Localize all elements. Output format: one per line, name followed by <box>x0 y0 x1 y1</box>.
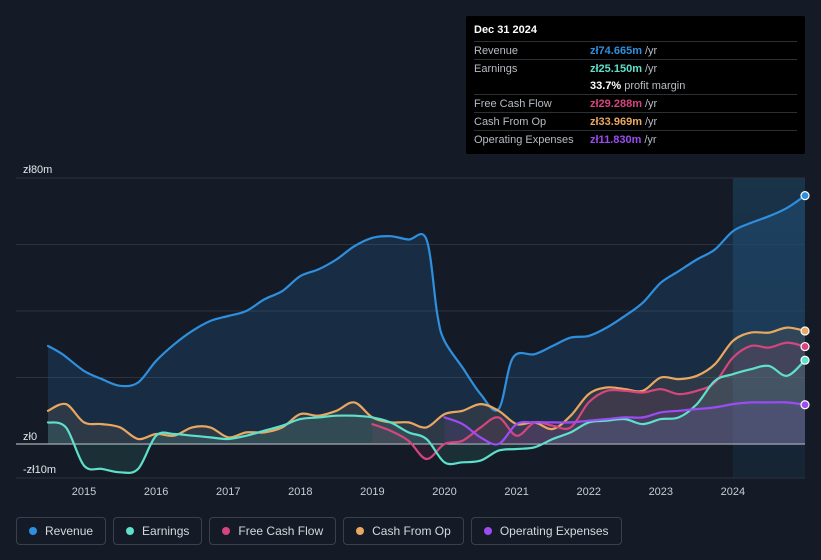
x-tick-label: 2018 <box>288 486 312 498</box>
operating-expenses-line <box>443 401 807 446</box>
tooltip-value: zł29.288m <box>590 97 642 110</box>
tooltip-date: Dec 31 2024 <box>474 24 537 36</box>
tooltip-row-operating-expenses: Operating Expenses zł11.830m /yr <box>474 130 797 148</box>
legend-dot-icon <box>483 527 492 535</box>
x-axis-labels: 2015 2016 2017 2018 2019 2020 2021 2022 2023 2024 <box>72 486 745 498</box>
tooltip-panel: Dec 31 2024 Revenue zł74.665m /yr Earnin… <box>466 16 805 154</box>
tooltip-unit: /yr <box>644 62 658 75</box>
tooltip-value: 33.7% <box>590 79 622 92</box>
x-tick-label: 2022 <box>576 486 600 498</box>
legend-dot-icon <box>126 527 135 535</box>
cash-from-op-line <box>46 326 807 441</box>
tooltip-row-free-cash-flow: Free Cash Flow zł29.288m /yr <box>474 94 797 112</box>
revenue-end-dot <box>800 191 810 201</box>
cash-from-op-area <box>48 327 805 444</box>
tooltip-label: Operating Expenses <box>474 133 574 146</box>
legend-dot-icon <box>222 527 231 535</box>
free-cash-flow-line <box>371 341 807 461</box>
tooltip-label: Free Cash Flow <box>474 97 552 110</box>
x-tick-label: 2020 <box>432 486 456 498</box>
grid-lines <box>16 177 805 479</box>
x-tick-label: 2021 <box>504 486 528 498</box>
tooltip-label: Cash From Op <box>474 115 547 128</box>
earnings-line <box>46 359 807 474</box>
legend-item-operating-expenses[interactable]: Operating Expenses <box>470 517 622 545</box>
tooltip-row-revenue: Revenue zł74.665m /yr <box>474 41 797 59</box>
tooltip-label: Revenue <box>474 44 519 57</box>
x-tick-label: 2024 <box>721 486 745 498</box>
series-lines <box>46 194 807 474</box>
x-tick-label: 2017 <box>216 486 240 498</box>
legend-item-cash-from-op[interactable]: Cash From Op <box>343 517 464 545</box>
tooltip-unit: profit margin <box>624 79 686 92</box>
legend-dot-icon <box>29 527 37 535</box>
x-tick-label: 2019 <box>360 486 384 498</box>
legend-label: Cash From Op <box>372 524 451 538</box>
cash-from-op-end-dot <box>800 326 810 336</box>
series-areas <box>48 195 805 473</box>
free-cash-flow-end-dot <box>800 341 810 352</box>
x-tick-label: 2015 <box>72 486 96 498</box>
tooltip-unit: /yr <box>644 97 658 110</box>
y-tick-label: zł80m <box>23 164 52 176</box>
revenue-area <box>48 195 805 444</box>
y-tick-label: zł0 <box>23 431 37 443</box>
legend-item-revenue[interactable]: Revenue <box>16 517 107 545</box>
tooltip-unit: /yr <box>644 115 658 128</box>
tooltip-value: zł11.830m <box>590 133 642 146</box>
revenue-line <box>46 194 807 412</box>
x-tick-label: 2023 <box>649 486 673 498</box>
tooltip-unit: /yr <box>644 133 657 146</box>
tooltip-row-profit-margin: 33.7% profit margin <box>474 77 797 94</box>
legend-label: Revenue <box>45 524 94 538</box>
legend-item-free-cash-flow[interactable]: Free Cash Flow <box>209 517 337 545</box>
earnings-area <box>48 360 805 473</box>
tooltip-value: zł74.665m <box>590 44 642 57</box>
y-axis-labels: zł80m zł0 -zł10m <box>23 164 56 476</box>
operating-expenses-area <box>444 402 805 445</box>
series-end-dots <box>800 191 810 410</box>
earnings-end-dot <box>800 355 810 365</box>
tooltip-label: Earnings <box>474 62 518 75</box>
free-cash-flow-area <box>372 342 805 460</box>
tooltip-value: zł25.150m <box>590 62 642 75</box>
legend-dot-icon <box>356 527 365 535</box>
legend-label: Earnings <box>142 524 190 538</box>
legend-label: Free Cash Flow <box>238 524 324 538</box>
legend: Revenue Earnings Free Cash Flow Cash Fro… <box>16 517 629 545</box>
legend-item-earnings[interactable]: Earnings <box>113 517 203 545</box>
legend-label: Operating Expenses <box>499 524 609 538</box>
x-tick-label: 2016 <box>144 486 168 498</box>
tooltip-value: zł33.969m <box>590 115 642 128</box>
operating-expenses-end-dot <box>800 400 810 410</box>
y-tick-label: -zł10m <box>23 464 56 476</box>
tooltip-row-cash-from-op: Cash From Op zł33.969m /yr <box>474 112 797 130</box>
tooltip-row-earnings: Earnings zł25.150m /yr <box>474 59 797 77</box>
tooltip-unit: /yr <box>644 44 658 57</box>
